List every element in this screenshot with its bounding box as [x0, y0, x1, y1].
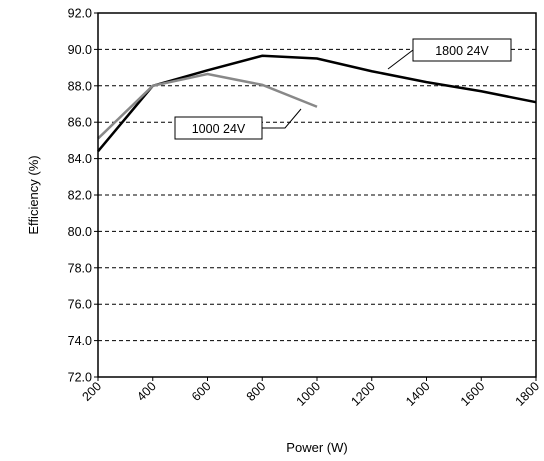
x-tick-label: 400: [134, 379, 159, 404]
x-tick-label: 600: [189, 379, 214, 404]
x-axis-label: Power (W): [286, 440, 347, 455]
x-tick-labels: 200 400 600 800 1000 1200 1400 1600 1800: [79, 377, 542, 409]
y-tick-label: 76.0: [68, 298, 92, 312]
y-tick-label: 82.0: [68, 189, 92, 203]
callout-leader-1000: [262, 108, 302, 129]
grid-lines: [98, 48, 536, 342]
y-tick-label: 86.0: [68, 116, 92, 130]
y-tick-label: 88.0: [68, 79, 92, 93]
callout-box-1000: [174, 116, 263, 140]
series-label-1000-24v: 1000 24V: [192, 122, 246, 136]
series-label-1800-24v: 1800 24V: [435, 44, 489, 58]
x-tick-label: 1800: [513, 379, 543, 409]
series-line: [97, 54, 537, 153]
legend-callout-1800-24v: 1800 24V: [387, 38, 512, 70]
y-tick-label: 92.0: [68, 7, 92, 21]
callout-box-1800: [412, 38, 512, 62]
series-lines: [97, 54, 537, 153]
callout-leader-1800: [387, 49, 414, 70]
x-tick-label: 1200: [348, 379, 378, 409]
y-tick-label: 80.0: [68, 225, 92, 239]
x-tick-label: 1000: [294, 379, 324, 409]
y-tick-label: 74.0: [68, 334, 92, 348]
x-tick-label: 1400: [403, 379, 433, 409]
x-tick-label: 800: [244, 379, 269, 404]
y-tick-labels: 72.0 74.0 76.0 78.0 80.0 82.0 84.0 86.0 88.0 90.0…: [68, 7, 98, 385]
legend-callout-1000-24v: 1000 24V: [174, 108, 302, 140]
y-axis-label: Efficiency (%): [26, 155, 41, 234]
x-tick-label: 1600: [458, 379, 488, 409]
y-tick-label: 90.0: [68, 43, 92, 57]
y-tick-label: 78.0: [68, 261, 92, 275]
y-tick-label: 84.0: [68, 152, 92, 166]
y-tick-label: 72.0: [68, 371, 92, 385]
series-line: [97, 72, 318, 140]
